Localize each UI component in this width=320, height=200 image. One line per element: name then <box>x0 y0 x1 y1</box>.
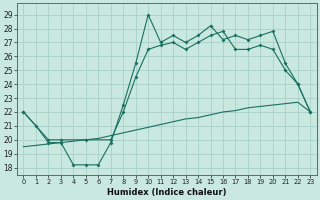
X-axis label: Humidex (Indice chaleur): Humidex (Indice chaleur) <box>107 188 227 197</box>
